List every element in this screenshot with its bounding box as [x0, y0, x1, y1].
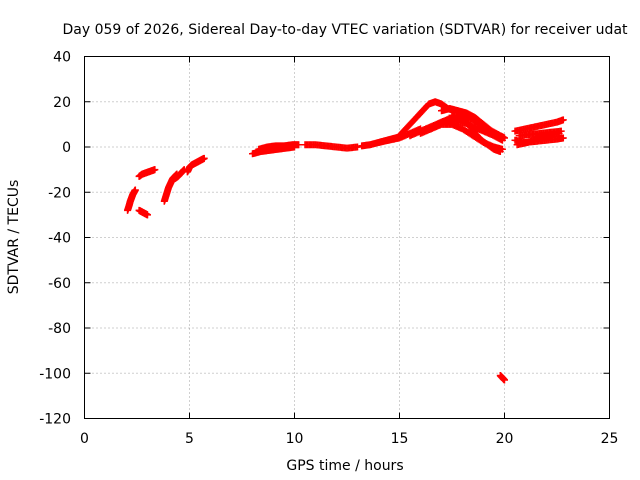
data-series-arc-5 [171, 166, 188, 183]
y-tick-label: -120 [39, 412, 71, 428]
data-point [144, 211, 151, 219]
data-series-arc-17 [448, 111, 506, 142]
y-tick-label: 20 [53, 95, 71, 111]
x-tick-label: 10 [286, 431, 304, 447]
x-tick-label: 15 [391, 431, 409, 447]
data-point [131, 186, 139, 194]
y-axis: -120 -100 -80 -60 -40 -20 0 20 40 [39, 50, 610, 428]
x-tick-label: 0 [80, 431, 89, 447]
data-series-arc-6 [183, 154, 208, 176]
data-series-arc-22 [513, 129, 563, 149]
y-axis-label: SDTVAR / TECUs [6, 180, 22, 295]
data-point [555, 129, 563, 137]
data-point [496, 148, 504, 156]
data-series-arc-15 [427, 114, 504, 156]
data-points [124, 98, 567, 384]
grid-lines [84, 56, 610, 419]
y-tick-label: 40 [53, 50, 71, 66]
data-point [559, 116, 567, 124]
x-tick-label: 5 [185, 431, 194, 447]
data-series-arc-8 [255, 141, 303, 153]
data-point [559, 134, 567, 142]
data-point [295, 141, 303, 149]
data-series-arc-2 [135, 206, 151, 219]
data-point [501, 376, 508, 384]
x-tick-label: 20 [496, 431, 514, 447]
y-tick-label: -60 [48, 276, 71, 292]
x-tick-label: 25 [601, 431, 619, 447]
data-point [151, 166, 159, 174]
y-tick-label: -20 [48, 185, 71, 201]
data-series-arc-9 [301, 141, 361, 152]
y-tick-label: 0 [62, 140, 71, 156]
x-axis-label: GPS time / hours [286, 458, 403, 474]
y-tick-label: -100 [39, 366, 71, 382]
x-axis: 0 5 10 15 20 25 [80, 56, 619, 447]
chart-title: Day 059 of 2026, Sidereal Day-to-day VTE… [62, 22, 628, 38]
data-series-arc-18 [496, 372, 508, 384]
data-point [498, 134, 506, 142]
y-tick-label: -80 [48, 321, 71, 337]
plot-frame [84, 56, 610, 419]
data-point [354, 143, 361, 151]
data-series-arc-3 [135, 166, 159, 180]
data-point [200, 154, 208, 162]
y-tick-label: -40 [48, 231, 71, 247]
data-series-arc-1 [124, 186, 139, 214]
